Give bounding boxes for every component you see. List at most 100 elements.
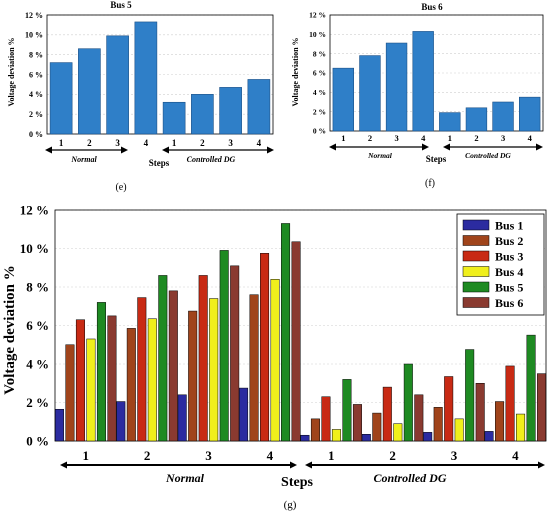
- legend-label: Bus 2: [495, 234, 523, 248]
- bar-bus-5: [465, 349, 475, 442]
- chart-e-arrow-normal-head-left: [45, 146, 52, 154]
- x-tick-label: 3: [205, 448, 212, 463]
- chart-g-arrow-normal-head-right: [290, 461, 297, 469]
- chart-g-arrow-normal-head-left: [60, 461, 67, 469]
- y-tick-label: 0 %: [26, 434, 49, 449]
- x-tick-label: 1: [59, 138, 64, 148]
- x-tick-label: 1: [82, 448, 89, 463]
- bar: [191, 94, 214, 135]
- x-tick-label: 3: [228, 138, 233, 148]
- x-tick-label: 1: [448, 133, 452, 143]
- x-tick-label: 1: [172, 138, 177, 148]
- bar-bus-6: [230, 265, 240, 442]
- bar-bus-6: [291, 241, 301, 442]
- legend-swatch: [462, 266, 490, 277]
- bar-bus-1: [423, 432, 433, 442]
- y-tick-label: 0 %: [313, 127, 326, 136]
- bar: [78, 48, 101, 135]
- y-tick-label: 6 %: [26, 318, 49, 333]
- bar-bus-3: [137, 297, 147, 442]
- bar: [465, 107, 488, 132]
- bar-bus-4: [516, 413, 526, 442]
- y-tick-label: 8 %: [29, 50, 43, 59]
- bar-bus-2: [126, 328, 136, 442]
- chart-f-group-controlled: Controlled DG: [465, 151, 511, 160]
- chart-e-title: Bus 5: [110, 0, 132, 10]
- chart-panel-e: Bus 5 Voltage deviation % Steps Normal C…: [7, 0, 274, 193]
- chart-g-ylabel: Voltage deviation %: [2, 265, 18, 394]
- y-tick-label: 6 %: [313, 69, 326, 78]
- chart-f-ylabel: Voltage deviation %: [291, 37, 300, 106]
- bar-bus-1: [361, 434, 371, 442]
- x-tick-label: 2: [368, 133, 372, 143]
- x-tick-label: 4: [144, 138, 149, 148]
- bar-bus-6: [107, 315, 117, 442]
- bar-bus-2: [433, 407, 443, 442]
- legend-label: Bus 4: [495, 265, 523, 279]
- bar: [439, 112, 461, 132]
- bar-bus-2: [249, 294, 259, 442]
- bar-bus-5: [526, 334, 536, 442]
- bar: [162, 101, 186, 135]
- x-tick-label: 4: [267, 448, 274, 463]
- chart-e-arrow-controlled-head-right: [267, 146, 274, 154]
- bar-bus-3: [505, 365, 515, 442]
- bar-bus-3: [444, 376, 454, 442]
- chart-f-arrow-normal-head-left: [329, 143, 336, 151]
- chart-f-frame: [329, 14, 544, 132]
- x-tick-label: 3: [451, 448, 458, 463]
- bar-bus-5: [342, 379, 352, 442]
- chart-e-arrow-controlled-head-left: [162, 146, 169, 154]
- chart-e-frame: [46, 14, 274, 135]
- x-tick-label: 2: [144, 448, 151, 463]
- chart-f-panel-label: (f): [425, 178, 435, 189]
- bar-bus-2: [310, 418, 320, 442]
- y-tick-label: 2 %: [313, 107, 326, 116]
- bar-bus-1: [54, 408, 64, 442]
- bar: [385, 42, 408, 132]
- x-tick-label: 4: [257, 138, 262, 148]
- x-tick-label: 2: [200, 138, 205, 148]
- chart-panel-f: Bus 6 Voltage deviation % Steps Normal C…: [291, 2, 544, 189]
- x-tick-label: 4: [421, 133, 426, 143]
- bar: [134, 21, 158, 135]
- chart-e-arrow-normal-head-right: [121, 146, 128, 154]
- chart-g-arrow-controlled-head-left: [305, 461, 312, 469]
- y-tick-label: 0 %: [29, 130, 43, 139]
- bar-bus-3: [260, 253, 270, 442]
- x-tick-label: 1: [341, 133, 345, 143]
- y-tick-label: 4 %: [29, 90, 43, 99]
- chart-f-group-normal: Normal: [367, 151, 393, 160]
- y-tick-label: 10 %: [25, 31, 43, 40]
- x-tick-label: 2: [87, 138, 92, 148]
- y-tick-label: 10 %: [20, 241, 49, 256]
- chart-g-panel-label: (g): [284, 499, 297, 511]
- legend-swatch: [462, 250, 490, 262]
- legend-swatch: [462, 219, 490, 231]
- bar: [359, 55, 381, 132]
- x-tick-label: 4: [528, 133, 533, 143]
- bar-bus-1: [239, 387, 249, 442]
- bar-bus-6: [537, 373, 547, 442]
- legend-swatch: [462, 281, 490, 293]
- bar-bus-4: [209, 298, 219, 442]
- bar-bus-1: [300, 434, 310, 442]
- chart-g-xlabel: Steps: [281, 475, 313, 490]
- bar-bus-3: [321, 396, 331, 442]
- bar-bus-3: [382, 386, 392, 442]
- y-tick-label: 8 %: [26, 280, 49, 295]
- legend-label: Bus 6: [495, 296, 523, 310]
- bar-bus-6: [414, 394, 424, 442]
- y-tick-label: 12 %: [309, 11, 326, 20]
- bar: [106, 35, 129, 135]
- bar-bus-4: [454, 418, 464, 442]
- bar-bus-3: [75, 319, 85, 442]
- bar-bus-3: [198, 275, 208, 442]
- bar-bus-1: [116, 401, 126, 442]
- chart-e-group-normal: Normal: [70, 155, 97, 164]
- bar-bus-4: [86, 338, 96, 442]
- legend-swatch: [462, 235, 490, 246]
- chart-f-arrow-normal-head-right: [422, 143, 429, 151]
- chart-e-xlabel: Steps: [149, 158, 170, 168]
- chart-e-group-controlled: Controlled DG: [187, 155, 236, 164]
